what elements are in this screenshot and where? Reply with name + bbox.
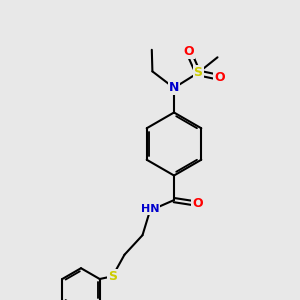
Text: S: S [194, 66, 202, 80]
Text: N: N [169, 81, 179, 94]
Text: HN: HN [141, 204, 159, 214]
Text: O: O [183, 45, 194, 58]
Text: O: O [192, 197, 203, 210]
Text: S: S [108, 270, 117, 283]
Text: O: O [214, 71, 225, 84]
